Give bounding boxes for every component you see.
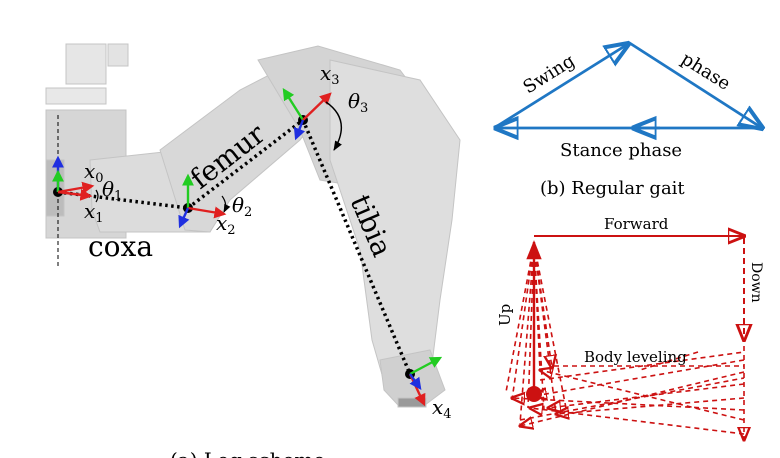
robot-leg-render — [45, 43, 461, 408]
body-start-point — [526, 386, 542, 402]
x3-label: x3 — [320, 61, 340, 88]
body-leveling-label: Body leveling — [584, 348, 687, 366]
frame-4 — [408, 356, 443, 407]
x4-label: x4 — [432, 395, 452, 422]
theta2-label: θ2 — [232, 193, 252, 220]
regular-gait-panel — [493, 40, 762, 130]
forward-label: Forward — [604, 215, 669, 233]
down-label: Down — [748, 262, 764, 303]
frame-0 — [52, 155, 95, 201]
x1-label: x1 — [84, 199, 104, 226]
gait-swing-label: Swing — [520, 50, 579, 98]
x2-label: x2 — [216, 211, 236, 238]
gait-phase-edge — [627, 40, 762, 128]
x0-label: x0 — [84, 159, 104, 186]
leg-scheme-caption: (a) Leg scheme — [170, 448, 325, 458]
gait-caption: (b) Regular gait — [540, 178, 685, 199]
theta3-label: θ3 — [348, 89, 368, 116]
theta1-label: θ1 — [102, 177, 122, 204]
gait-stance-label: Stance phase — [560, 140, 682, 161]
kinematic-links — [57, 118, 412, 375]
theta3-arc — [325, 101, 343, 151]
frame-3 — [282, 87, 332, 141]
leg-scheme-panel: coxa femur tibia x0 x1 x2 x3 x4 θ1 θ2 θ3… — [45, 43, 461, 458]
leveling-dashed-paths — [505, 243, 744, 440]
gait-phase-label: phase — [677, 48, 734, 94]
frame-2 — [178, 173, 227, 229]
gait-swing-edge — [493, 44, 628, 130]
theta1-arc — [95, 189, 99, 203]
up-label: Up — [496, 304, 514, 326]
coxa-label: coxa — [88, 230, 153, 263]
body-leveling-panel — [505, 236, 744, 440]
theta2-arc — [221, 195, 231, 213]
